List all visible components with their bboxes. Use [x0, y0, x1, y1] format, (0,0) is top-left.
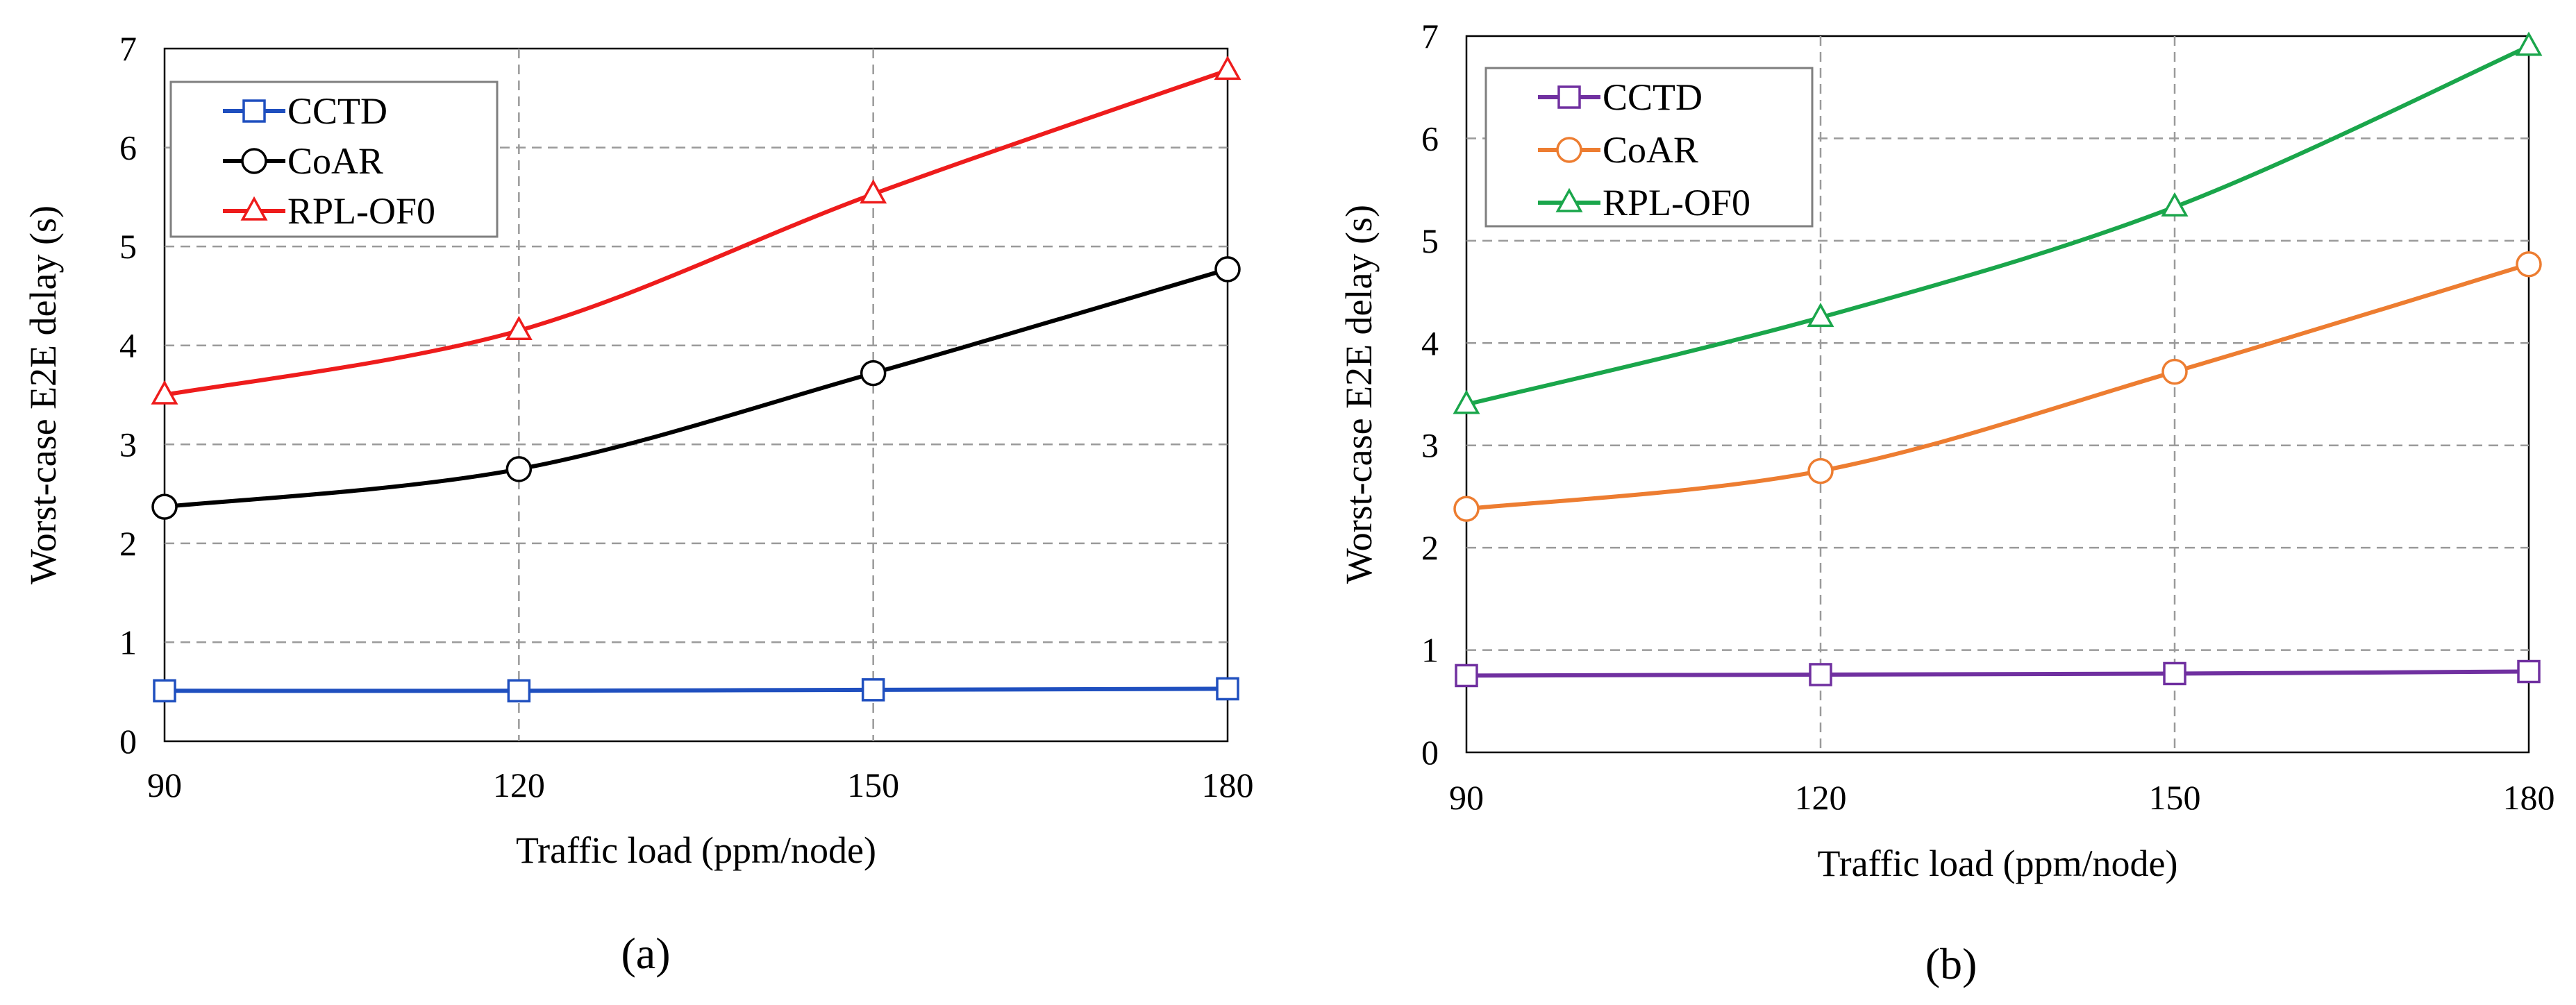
y-tick-label: 3: [119, 425, 137, 464]
data-point-marker: [2161, 192, 2189, 217]
chart-panel-b: 0 1 2 3 4 5 6 7 90 120 150 180 Traffic load (ppm/nod…: [1338, 17, 2555, 988]
legend-item-cctd: CCTD: [1538, 76, 1703, 118]
x-axis-label: Traffic load (ppm/node): [1818, 843, 2178, 884]
series-line: [1464, 669, 2531, 678]
legend-label: RPL-OF0: [287, 190, 435, 232]
y-tick-label: 7: [119, 29, 137, 68]
legend-box: [1484, 67, 1814, 228]
panel-label: (a): [621, 929, 670, 978]
legend-marker: [242, 99, 266, 123]
legend-label: CoAR: [287, 140, 383, 182]
data-point-marker: [2515, 31, 2543, 56]
x-tick-label: 180: [2503, 778, 2555, 817]
x-tick-label: 120: [493, 766, 545, 804]
series-rpl-of0: [151, 56, 1241, 405]
data-point-marker: [861, 678, 885, 702]
panel-label: (b): [1925, 939, 1977, 988]
y-tick-label: 4: [119, 326, 137, 365]
legend: CCTD CoAR RPL-OF0: [169, 81, 499, 238]
data-point-marker: [2517, 659, 2541, 684]
y-tick-label: 7: [1421, 17, 1439, 56]
data-point-marker: [860, 179, 887, 204]
legend-item-coar: CoAR: [1538, 129, 1698, 171]
gridlines: [1466, 36, 2529, 752]
y-tick-label: 6: [119, 128, 137, 167]
data-point-marker: [1453, 389, 1480, 414]
data-point-marker: [1453, 496, 1480, 522]
legend-label: RPL-OF0: [1603, 182, 1750, 223]
legend-item-coar: CoAR: [223, 140, 383, 182]
y-tick-label: 3: [1421, 426, 1439, 465]
data-point-marker: [1807, 303, 1834, 328]
x-axis-label: Traffic load (ppm/node): [516, 829, 876, 871]
x-tick-label: 90: [147, 766, 182, 804]
legend-marker: [240, 196, 268, 221]
legend-marker: [1555, 187, 1583, 212]
x-tick-labels: 90 120 150 180: [147, 766, 1254, 804]
legend-marker: [1557, 85, 1581, 109]
data-point-marker: [1216, 677, 1239, 701]
legend-label: CoAR: [1603, 129, 1698, 171]
series-line: [1464, 44, 2531, 407]
series-rpl-of0: [1453, 31, 2543, 414]
legend-item-rpl-of0: RPL-OF0: [223, 190, 435, 232]
gridlines: [165, 49, 1228, 741]
x-tick-label: 90: [1449, 778, 1484, 817]
legend-item-rpl-of0: RPL-OF0: [1538, 182, 1750, 223]
series-line: [162, 267, 1230, 509]
data-point-marker: [1809, 663, 1832, 686]
data-point-marker: [1455, 664, 1478, 688]
legend-item-cctd: CCTD: [223, 90, 387, 132]
legend: CCTD CoAR RPL-OF0: [1484, 67, 1814, 228]
x-tick-label: 150: [847, 766, 899, 804]
series-coar: [151, 256, 1241, 520]
data-point-marker: [2516, 251, 2542, 278]
data-point-marker: [1214, 256, 1241, 282]
legend-marker: [1556, 137, 1582, 163]
x-tick-labels: 90 120 150 180: [1449, 778, 2555, 817]
data-point-marker: [507, 679, 531, 703]
y-tick-label: 2: [119, 524, 137, 563]
y-tick-label: 6: [1421, 119, 1439, 158]
series-line: [162, 686, 1230, 693]
y-tick-label: 0: [119, 722, 137, 761]
series-line: [162, 68, 1230, 397]
y-tick-labels: 0 1 2 3 4 5 6 7: [119, 29, 137, 761]
data-point-marker: [2161, 358, 2188, 385]
x-tick-label: 180: [1202, 766, 1254, 804]
y-tick-label: 5: [1421, 221, 1439, 260]
data-point-marker: [151, 380, 178, 405]
chart-panel-a: 0 1 2 3 4 5 6 7 90 120 150 180 Traffic load (ppm/nod…: [22, 29, 1254, 978]
y-tick-label: 0: [1421, 733, 1439, 772]
y-axis-label: Worst-case E2E delay (s): [22, 205, 64, 584]
data-point-marker: [151, 493, 178, 520]
legend-marker: [241, 148, 267, 174]
y-tick-label: 4: [1421, 323, 1439, 362]
series-line: [1464, 262, 2531, 512]
series-cctd: [1455, 659, 2541, 688]
data-point-marker: [505, 316, 533, 341]
y-tick-labels: 0 1 2 3 4 5 6 7: [1421, 17, 1439, 772]
y-axis-label: Worst-case E2E delay (s): [1338, 205, 1380, 584]
series-coar: [1453, 251, 2542, 522]
y-tick-label: 1: [1421, 631, 1439, 670]
data-point-marker: [153, 679, 176, 703]
x-tick-label: 150: [2149, 778, 2201, 817]
data-point-marker: [505, 456, 533, 482]
x-tick-label: 120: [1795, 778, 1847, 817]
data-point-marker: [860, 360, 887, 387]
data-point-marker: [1214, 56, 1241, 81]
series-cctd: [153, 677, 1239, 703]
data-point-marker: [2163, 661, 2186, 686]
data-point-marker: [1807, 457, 1834, 484]
legend-label: CCTD: [1603, 76, 1703, 118]
legend-label: CCTD: [287, 90, 387, 132]
y-tick-label: 2: [1421, 528, 1439, 567]
y-tick-label: 1: [119, 623, 137, 661]
y-tick-label: 5: [119, 227, 137, 266]
